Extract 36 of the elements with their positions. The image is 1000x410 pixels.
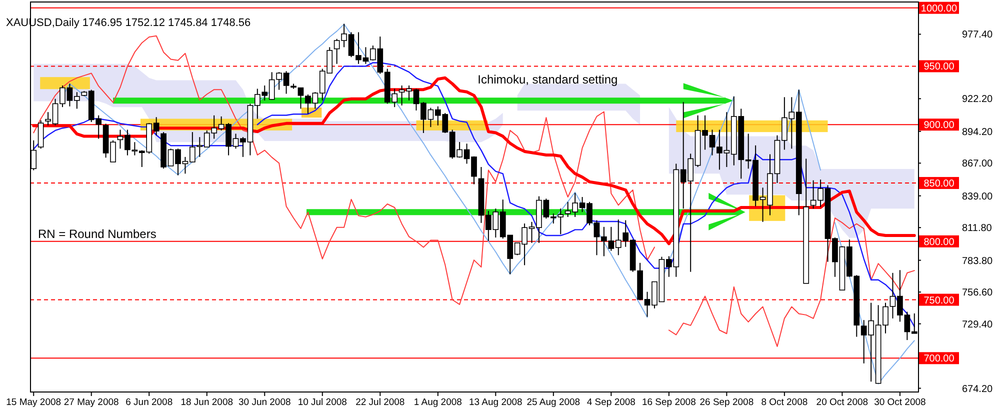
y-tick-label: 839.00 [962,191,994,202]
ref-line-label: 700.00 [924,354,955,365]
y-tick-label: 977.40 [962,30,994,41]
annotation: RN = Round Numbers [38,226,156,241]
y-tick-label: 756.60 [962,288,994,299]
x-tick-label: 1 Aug 2008 [414,397,462,408]
y-tick-label: 674.20 [962,384,994,395]
x-tick-label: 13 Aug 2008 [468,397,522,408]
ref-line-label: 750.00 [924,295,955,306]
y-tick-label: 729.40 [962,319,994,330]
ref-line-label: 900.00 [924,120,955,132]
x-tick-label: 16 Sep 2008 [642,397,696,408]
y-tick-label: 811.80 [962,223,992,234]
x-tick-label: 15 May 2008 [6,397,62,408]
ref-line-label: 1000.00 [920,3,958,14]
x-tick-label: 25 Aug 2008 [526,397,580,408]
candlestick [38,120,44,150]
x-tick-label: 22 Jul 2008 [356,397,405,408]
ref-line-label: 800.00 [924,236,955,248]
x-tick-label: 26 Sep 2008 [700,397,754,408]
ref-line-label: 850.00 [924,178,955,190]
x-tick-label: 27 May 2008 [64,397,119,408]
x-tick-label: 30 Jun 2008 [238,397,291,408]
x-tick-label: 30 Oct 2008 [874,397,926,408]
x-tick-label: 6 Jun 2008 [126,397,173,408]
y-tick-label: 783.80 [962,256,994,267]
x-tick-label: 20 Oct 2008 [816,397,868,408]
x-tick-label: 10 Jul 2008 [298,397,347,408]
x-tick-label: 4 Sep 2008 [586,397,636,408]
x-tick-label: 8 Oct 2008 [761,397,808,408]
ref-line-label: 950.00 [924,62,955,73]
y-tick-label: 922.20 [962,94,994,106]
y-tick-label: 894.20 [962,126,994,138]
x-tick-label: 18 Jun 2008 [180,397,234,408]
annotation: Ichimoku, standard setting [478,72,618,87]
y-tick-label: 867.00 [962,158,994,170]
